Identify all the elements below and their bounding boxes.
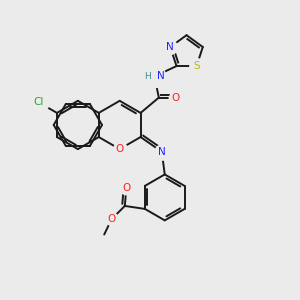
- Text: S: S: [193, 61, 200, 71]
- Text: Cl: Cl: [33, 97, 44, 107]
- Text: O: O: [107, 214, 116, 224]
- Text: O: O: [116, 144, 124, 154]
- Text: O: O: [122, 183, 130, 193]
- Text: N: N: [158, 147, 166, 157]
- Text: O: O: [171, 93, 179, 103]
- Text: N: N: [167, 42, 174, 52]
- Text: H: H: [144, 72, 151, 81]
- Text: N: N: [157, 71, 164, 81]
